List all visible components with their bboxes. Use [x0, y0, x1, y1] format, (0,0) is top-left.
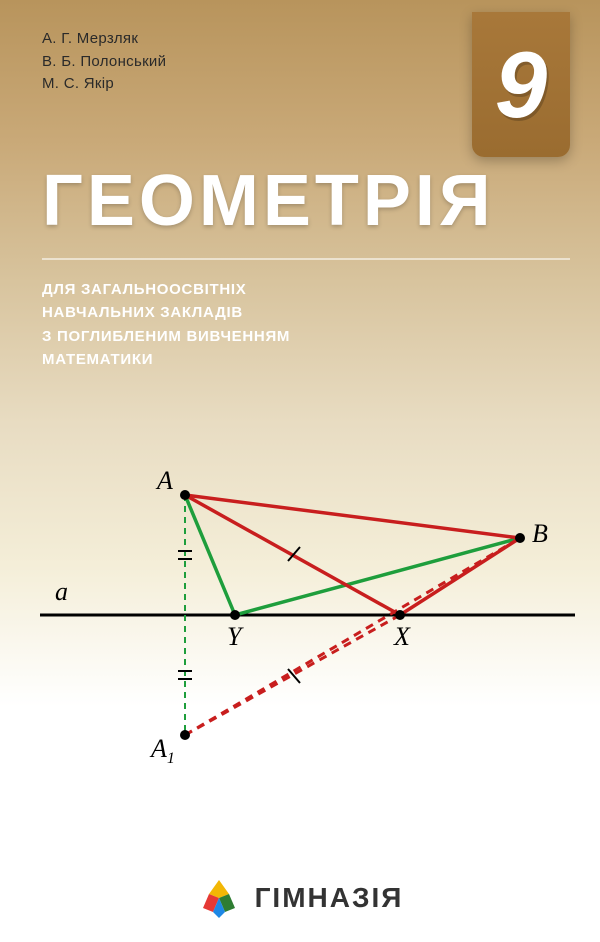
point-Y	[230, 610, 240, 620]
subtitle-line: ДЛЯ ЗАГАЛЬНООСВІТНІХ	[42, 278, 290, 301]
point-A	[180, 490, 190, 500]
subtitle-line: З ПОГЛИБЛЕНИМ ВИВЧЕННЯМ	[42, 325, 290, 348]
book-cover: А. Г. Мерзляк В. Б. Полонський М. С. Які…	[0, 0, 600, 942]
footer: ГІМНАЗІЯ	[0, 876, 600, 920]
author-line: В. Б. Полонський	[42, 51, 166, 74]
subtitle-block: ДЛЯ ЗАГАЛЬНООСВІТНІХ НАВЧАЛЬНИХ ЗАКЛАДІВ…	[42, 278, 290, 371]
seg-A-Y	[185, 495, 235, 615]
point-B	[515, 533, 525, 543]
point-A1	[180, 730, 190, 740]
publisher-name: ГІМНАЗІЯ	[255, 882, 404, 914]
point-X	[395, 610, 405, 620]
author-line: М. С. Якір	[42, 73, 166, 96]
label-A: A	[155, 466, 173, 495]
grade-number: 9	[495, 31, 547, 139]
authors-block: А. Г. Мерзляк В. Б. Полонський М. С. Які…	[42, 28, 166, 96]
seg-A-B	[185, 495, 520, 538]
label-X: X	[393, 622, 411, 651]
subtitle-line: МАТЕМАТИКИ	[42, 348, 290, 371]
geometry-diagram: a	[0, 430, 600, 810]
author-line: А. Г. Мерзляк	[42, 28, 166, 51]
grade-badge: 9	[472, 12, 570, 157]
divider-line	[42, 258, 570, 260]
subtitle-line: НАВЧАЛЬНИХ ЗАКЛАДІВ	[42, 301, 290, 324]
label-A1: A1	[149, 734, 175, 767]
label-B: B	[532, 519, 548, 548]
book-title: ГЕОМЕТРІЯ	[42, 160, 570, 242]
publisher-logo-icon	[197, 876, 241, 920]
label-Y: Y	[227, 622, 244, 651]
line-a-label: a	[55, 577, 68, 606]
